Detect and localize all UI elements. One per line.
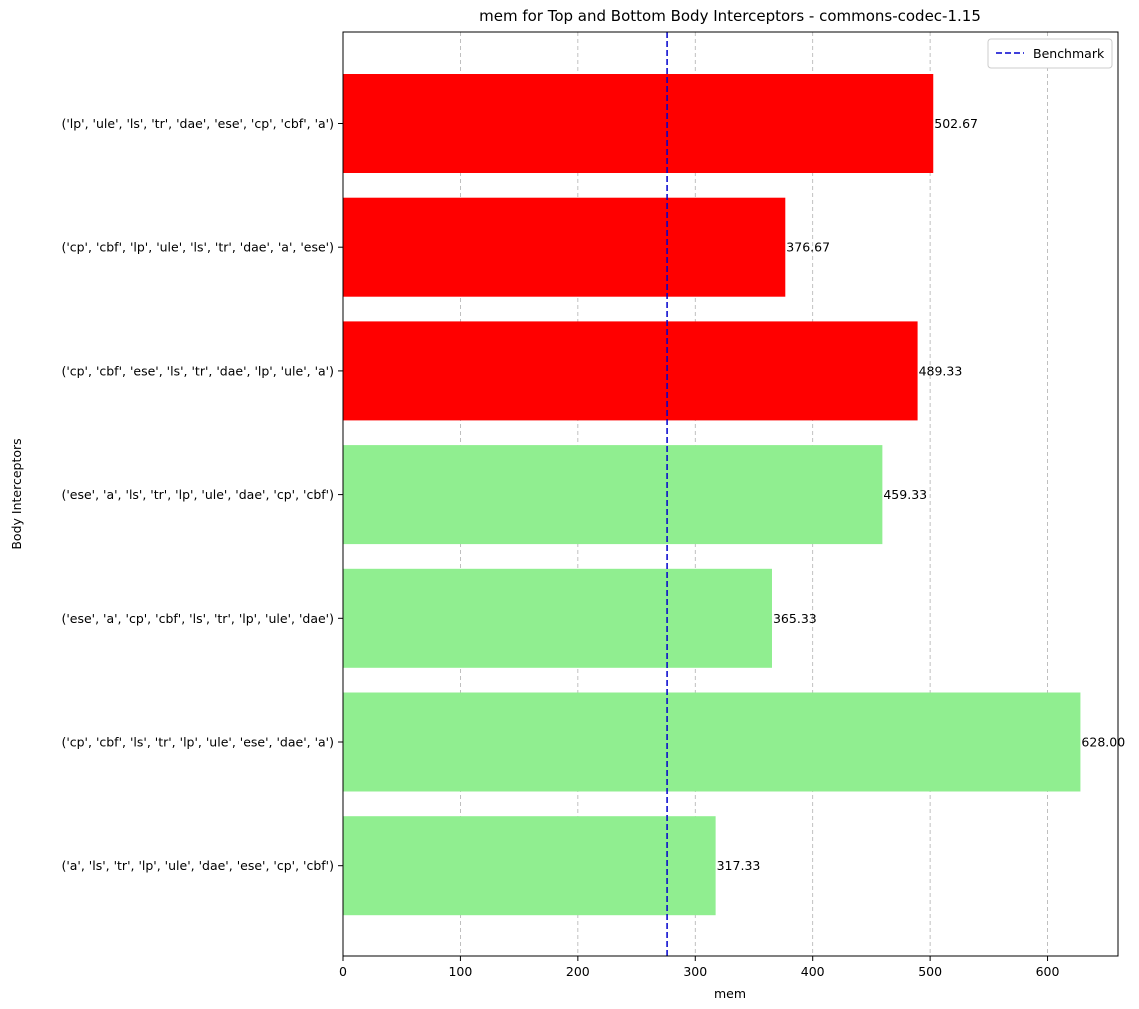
bar (343, 568, 772, 668)
bar-value-labels: 502.67 376.67 489.33 459.33 365.33 628.00 317.… (717, 116, 1126, 873)
legend-box (987, 38, 1113, 69)
x-tick-label: 100 (448, 964, 472, 979)
bar-value-label: 489.33 (919, 363, 963, 378)
bar-value-label: 365.33 (773, 611, 817, 626)
bar (343, 445, 883, 545)
plot-frame (342, 31, 1119, 957)
x-tick-label: 200 (566, 964, 590, 979)
y-tick-label: ('ese', 'a', 'ls', 'tr', 'lp', 'ule', 'd… (61, 487, 334, 502)
bars (343, 74, 1081, 916)
bar-value-label: 502.67 (934, 116, 978, 131)
y-tick-label: ('lp', 'ule', 'ls', 'tr', 'dae', 'ese', … (61, 116, 334, 131)
y-tick-label: ('a', 'ls', 'tr', 'lp', 'ule', 'dae', 'e… (61, 858, 334, 873)
y-tick-label: ('cp', 'cbf', 'ls', 'tr', 'lp', 'ule', '… (61, 735, 334, 750)
bar (343, 816, 716, 916)
x-axis-label: mem (714, 986, 746, 1001)
bar-value-label: 628.00 (1081, 735, 1125, 750)
legend: Benchmark (987, 38, 1113, 69)
bar-value-label: 317.33 (717, 858, 761, 873)
bar (343, 321, 918, 421)
y-tick-label: ('cp', 'cbf', 'ese', 'ls', 'tr', 'dae', … (61, 363, 334, 378)
bar (343, 692, 1081, 792)
y-axis-ticks: ('lp', 'ule', 'ls', 'tr', 'dae', 'ese', … (61, 116, 343, 873)
x-tick-label: 0 (339, 964, 347, 979)
bar (343, 74, 934, 173)
y-tick-label: ('ese', 'a', 'cp', 'cbf', 'ls', 'tr', 'l… (61, 611, 334, 626)
bar-value-label: 459.33 (883, 487, 927, 502)
chart-title: mem for Top and Bottom Body Interceptors… (479, 7, 981, 25)
y-tick-label: ('cp', 'cbf', 'lp', 'ule', 'ls', 'tr', '… (61, 240, 334, 255)
x-tick-label: 500 (918, 964, 942, 979)
x-tick-label: 600 (1036, 964, 1060, 979)
y-axis-label: Body Interceptors (9, 438, 24, 549)
legend-benchmark-label: Benchmark (1033, 46, 1105, 61)
bar (343, 197, 786, 297)
bar-value-label: 376.67 (786, 240, 830, 255)
x-tick-label: 400 (801, 964, 825, 979)
x-tick-label: 300 (683, 964, 707, 979)
x-axis-ticks: 0 100 200 300 400 500 600 (339, 956, 1060, 979)
